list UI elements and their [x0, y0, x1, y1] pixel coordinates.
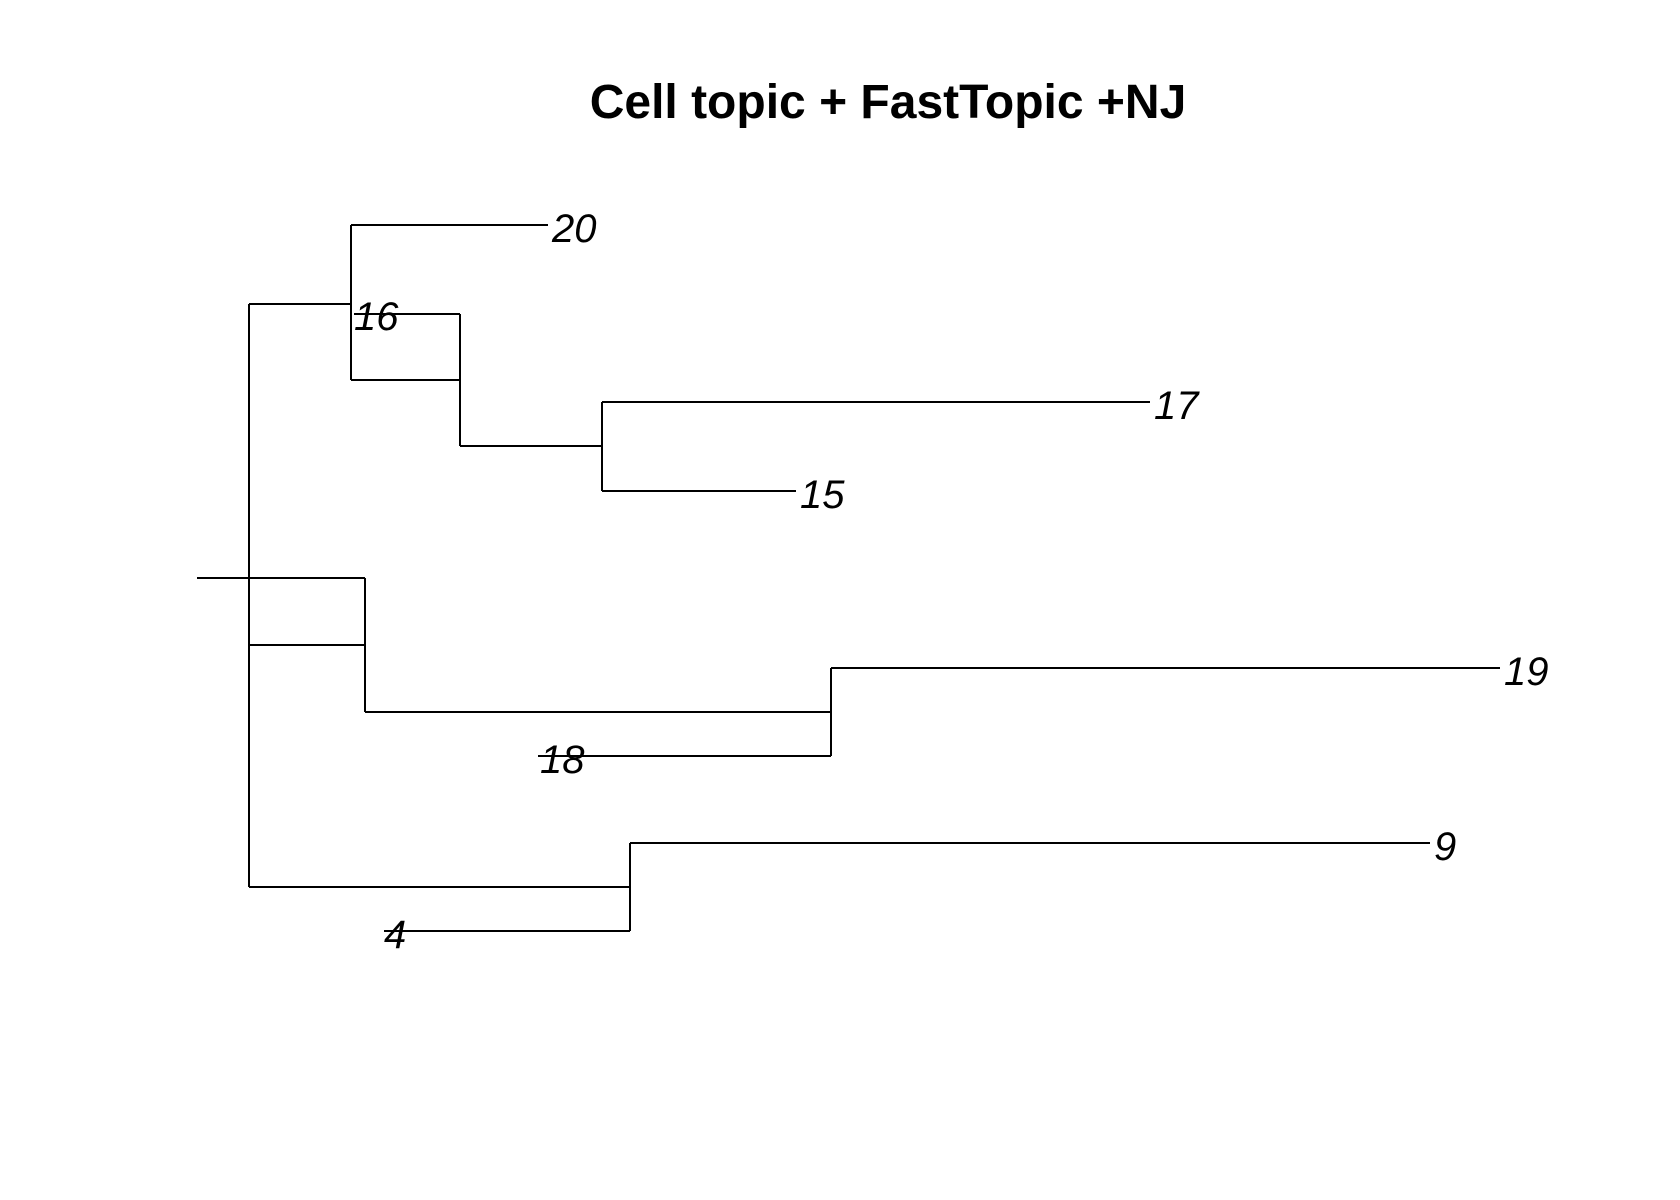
tip-label-20: 20 [551, 207, 597, 251]
tip-label-19: 19 [1504, 650, 1549, 694]
tip-label-15: 15 [800, 473, 845, 517]
tip-label-16: 16 [354, 295, 399, 339]
tip-label-17: 17 [1154, 384, 1200, 428]
tip-label-9: 9 [1434, 825, 1456, 869]
tip-label-18: 18 [540, 738, 585, 782]
tip-label-4: 4 [384, 913, 406, 957]
tree-branches [197, 224, 1500, 932]
tip-labels: 20 16 17 15 19 18 9 4 [354, 207, 1549, 957]
figure-title: Cell topic + FastTopic +NJ [590, 76, 1187, 129]
